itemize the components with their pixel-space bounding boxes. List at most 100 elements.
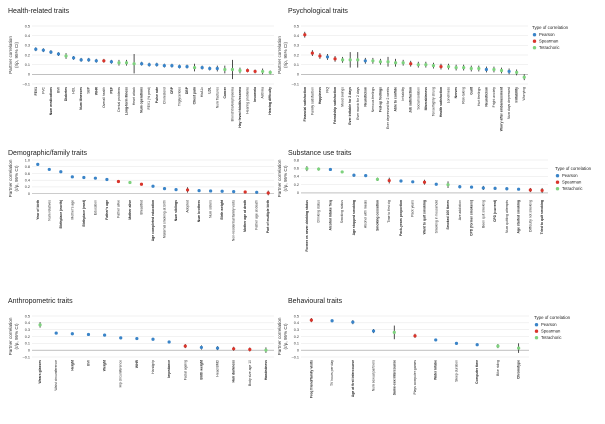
data-point [116, 179, 121, 184]
data-point [522, 75, 526, 79]
data-point [185, 188, 190, 192]
data-point [79, 58, 83, 62]
x-tick-label: Cancer [223, 86, 227, 98]
chart-title: Demographic/family traits [8, 150, 87, 157]
y-axis-label: (r/ρ, 95% CI) [283, 165, 288, 192]
x-tick-label: Handedness [264, 360, 268, 380]
data-point [147, 63, 151, 67]
x-tick-label: Waist circumference [54, 360, 58, 391]
data-point [170, 64, 174, 68]
data-point [477, 66, 481, 71]
x-tick-label: Pack-years proportion [399, 200, 403, 236]
y-axis-label: (r/ρ, 95% CI) [283, 41, 288, 68]
x-tick-label: Height [70, 359, 74, 370]
x-tick-label: Head BMD [216, 359, 220, 376]
x-tick-label: Family satisfaction [310, 87, 314, 115]
y-tick-label: 0.4 [25, 178, 30, 182]
x-tick-label: Nerves [454, 87, 458, 98]
legend-marker [534, 323, 539, 327]
data-point [70, 175, 74, 179]
y-tick-label: 0.5 [294, 24, 299, 28]
x-tick-label: Friendship satisfaction [333, 87, 337, 124]
data-point [493, 186, 497, 190]
x-tick-label: Same-sex intercourse [392, 360, 396, 395]
legend-label: Pearson [539, 32, 555, 37]
x-tick-label: Miserableness [424, 87, 428, 110]
data-point [416, 63, 420, 67]
data-point [375, 177, 380, 181]
x-tick-label: Birthplace (north) [59, 200, 63, 228]
chart-panel-1: Health-related traits Partner correlation… [8, 8, 274, 128]
x-tick-label: Been quit smoking [481, 200, 485, 228]
data-point [230, 67, 235, 72]
x-tick-label: Facial ageing [183, 360, 187, 380]
x-tick-label: Neuroticism [484, 87, 488, 107]
legend-label: Spearman [541, 329, 561, 334]
data-point [454, 341, 459, 345]
data-point [132, 62, 136, 66]
data-point [393, 61, 398, 65]
y-tick-label: 1.0 [25, 158, 30, 162]
x-tick-label: HDL [72, 87, 76, 94]
x-tick-label: Want to quit smoking [423, 200, 427, 234]
data-point [94, 59, 98, 63]
legend-marker [555, 180, 560, 184]
y-tick-label: 0.2 [25, 53, 30, 57]
x-tick-label: Fright anxiety [492, 87, 496, 108]
data-point [128, 180, 132, 185]
data-point [119, 336, 123, 340]
y-tick-label: 0.3 [294, 328, 299, 332]
x-tick-label: DBP [185, 86, 189, 94]
y-tick-label: 0.1 [25, 342, 30, 346]
chart-panel-2: Psychological traits Partner correlation(… [277, 8, 569, 131]
data-point [364, 174, 368, 178]
data-point [540, 188, 544, 193]
data-point [434, 338, 438, 342]
y-tick-label: 0.2 [294, 53, 299, 57]
y-tick-label: 0.6 [294, 167, 299, 171]
x-tick-label: Health satisfaction [439, 87, 443, 117]
data-point [352, 173, 356, 177]
x-tick-label: Hearing problems [246, 87, 250, 114]
x-tick-label: Neuroticism [363, 87, 367, 107]
y-tick-label: 0.3 [294, 44, 299, 48]
chart-panel-3: Demographic/family traits Partner correla… [8, 150, 274, 241]
y-tick-label: 0.4 [25, 34, 30, 38]
legend-title: Type of correlation [555, 166, 592, 171]
x-tick-label: Worry after embarrassment [500, 86, 504, 131]
x-tick-label: Breastfed [139, 200, 143, 215]
data-point [109, 60, 114, 64]
data-point [266, 191, 270, 195]
legend-marker [532, 33, 537, 37]
x-tick-label: Loneliness [447, 87, 451, 104]
chart-title: Substance use traits [288, 150, 352, 157]
data-point [351, 320, 355, 324]
x-tick-label: Tried to quit smoking [540, 200, 544, 234]
x-tick-label: Financial satisfaction [303, 87, 307, 121]
x-tick-label: Diabetes [64, 87, 68, 101]
x-tick-label: Wears glasses [38, 360, 42, 384]
y-tick-label: 0.5 [25, 314, 30, 318]
data-point [462, 65, 466, 70]
x-tick-label: Impedance [167, 360, 171, 378]
x-tick-label: Irritability [401, 87, 405, 101]
data-point [103, 333, 107, 337]
data-point [505, 187, 509, 191]
legend-title: Type of correlation [534, 315, 571, 320]
legend-label: Tetrachoric [541, 335, 561, 340]
x-tick-label: Heart attack [132, 87, 136, 106]
data-point [34, 47, 38, 51]
data-point [82, 175, 86, 180]
y-axis-label: (r/ρ, 95% CI) [14, 323, 19, 350]
data-point [232, 347, 236, 351]
data-point [469, 185, 474, 189]
data-point [238, 68, 242, 73]
data-point [139, 182, 144, 186]
data-point [124, 61, 129, 65]
x-tick-label: FEV1 (% pred) [147, 87, 151, 109]
data-point [458, 185, 462, 189]
data-point [59, 170, 63, 174]
x-tick-label: BMI [56, 87, 60, 93]
data-point [261, 69, 265, 74]
